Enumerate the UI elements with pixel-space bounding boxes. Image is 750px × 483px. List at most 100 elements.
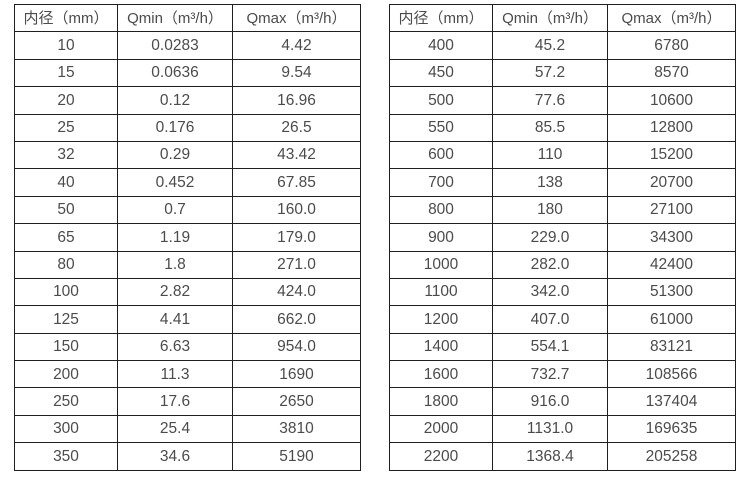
column-header: 内径（mm） [14, 3, 118, 33]
table-row: 600 110 15200 [389, 140, 736, 170]
table-row: 1100 342.0 51300 [389, 277, 736, 307]
column-header: Qmin（m³/h） [117, 3, 233, 33]
table-row: 80 1.8 271.0 [14, 250, 361, 279]
table-cell: 15 [14, 58, 118, 88]
table-cell: 732.7 [492, 360, 608, 389]
column-header: Qmax（m³/h） [232, 3, 361, 33]
table-cell: 4.42 [232, 31, 361, 60]
table-cell: 2200 [389, 442, 493, 471]
table-row: 150 6.63 954.0 [14, 332, 361, 362]
table-row: 32 0.29 43.42 [14, 140, 361, 170]
table-cell: 169635 [607, 414, 736, 444]
table-row: 350 34.6 5190 [14, 442, 361, 471]
table-cell: 50 [14, 195, 118, 225]
table-cell: 138 [492, 168, 608, 197]
table-cell: 282.0 [492, 250, 608, 279]
table-cell: 271.0 [232, 250, 361, 279]
table-cell: 10600 [607, 86, 736, 115]
table-cell: 1400 [389, 332, 493, 362]
table-cell: 300 [14, 414, 118, 444]
table-cell: 700 [389, 168, 493, 197]
table-cell: 80 [14, 250, 118, 279]
table-cell: 108566 [607, 360, 736, 389]
table-cell: 83121 [607, 332, 736, 362]
table-row: 200 11.3 1690 [14, 360, 361, 389]
table-cell: 179.0 [232, 223, 361, 252]
table-cell: 1200 [389, 305, 493, 334]
table-cell: 26.5 [232, 113, 361, 142]
table-cell: 20 [14, 86, 118, 115]
table-cell: 0.12 [117, 86, 233, 115]
header-row: 内径（mm） Qmin（m³/h） Qmax（m³/h） [389, 3, 736, 33]
table-row: 25 0.176 26.5 [14, 113, 361, 142]
table-row: 50 0.7 160.0 [14, 195, 361, 225]
table-row: 10 0.0283 4.42 [14, 31, 361, 60]
table-body: 10 0.0283 4.42 15 0.0636 9.54 20 0.12 16.96 25 0.1… [14, 31, 361, 471]
table-cell: 2000 [389, 414, 493, 444]
table-cell: 6.63 [117, 332, 233, 362]
table-cell: 350 [14, 442, 118, 471]
table-cell: 0.0636 [117, 58, 233, 88]
table-cell: 1800 [389, 387, 493, 416]
table-row: 100 2.82 424.0 [14, 277, 361, 307]
table-cell: 42400 [607, 250, 736, 279]
table-cell: 150 [14, 332, 118, 362]
table-cell: 180 [492, 195, 608, 225]
table-header-row: 内径（mm） Qmin（m³/h） Qmax（m³/h） [389, 3, 736, 33]
table-cell: 8570 [607, 58, 736, 88]
table-cell: 15200 [607, 140, 736, 170]
table-cell: 57.2 [492, 58, 608, 88]
table-cell: 1690 [232, 360, 361, 389]
table-cell: 3810 [232, 414, 361, 444]
table-row: 1600 732.7 108566 [389, 360, 736, 389]
table-cell: 125 [14, 305, 118, 334]
table-row: 550 85.5 12800 [389, 113, 736, 142]
table-cell: 0.452 [117, 168, 233, 197]
table-cell: 85.5 [492, 113, 608, 142]
table-cell: 1131.0 [492, 414, 608, 444]
table-cell: 137404 [607, 387, 736, 416]
table-cell: 100 [14, 277, 118, 307]
table-cell: 6780 [607, 31, 736, 60]
table-cell: 1600 [389, 360, 493, 389]
table-cell: 12800 [607, 113, 736, 142]
table-cell: 51300 [607, 277, 736, 307]
table-row: 250 17.6 2650 [14, 387, 361, 416]
table-row: 125 4.41 662.0 [14, 305, 361, 334]
table-cell: 32 [14, 140, 118, 170]
header-row: 内径（mm） Qmin（m³/h） Qmax（m³/h） [14, 3, 361, 33]
table-cell: 1.8 [117, 250, 233, 279]
table-row: 700 138 20700 [389, 168, 736, 197]
table-cell: 600 [389, 140, 493, 170]
table-cell: 25 [14, 113, 118, 142]
table-cell: 10 [14, 31, 118, 60]
table-cell: 77.6 [492, 86, 608, 115]
table-row: 500 77.6 10600 [389, 86, 736, 115]
table-cell: 500 [389, 86, 493, 115]
table-row: 40 0.452 67.85 [14, 168, 361, 197]
table-cell: 916.0 [492, 387, 608, 416]
table-cell: 1368.4 [492, 442, 608, 471]
table-row: 450 57.2 8570 [389, 58, 736, 88]
table-cell: 342.0 [492, 277, 608, 307]
table-cell: 1100 [389, 277, 493, 307]
column-header: Qmin（m³/h） [492, 3, 608, 33]
table-cell: 250 [14, 387, 118, 416]
table-cell: 450 [389, 58, 493, 88]
table-cell: 34300 [607, 223, 736, 252]
table-row: 15 0.0636 9.54 [14, 58, 361, 88]
table-cell: 2650 [232, 387, 361, 416]
table-cell: 400 [389, 31, 493, 60]
table-cell: 34.6 [117, 442, 233, 471]
table-row: 1000 282.0 42400 [389, 250, 736, 279]
table-cell: 27100 [607, 195, 736, 225]
table-cell: 0.7 [117, 195, 233, 225]
table-row: 300 25.4 3810 [14, 414, 361, 444]
table-row: 1200 407.0 61000 [389, 305, 736, 334]
table-cell: 205258 [607, 442, 736, 471]
table-cell: 2.82 [117, 277, 233, 307]
table-row: 800 180 27100 [389, 195, 736, 225]
table-cell: 110 [492, 140, 608, 170]
table-cell: 1000 [389, 250, 493, 279]
